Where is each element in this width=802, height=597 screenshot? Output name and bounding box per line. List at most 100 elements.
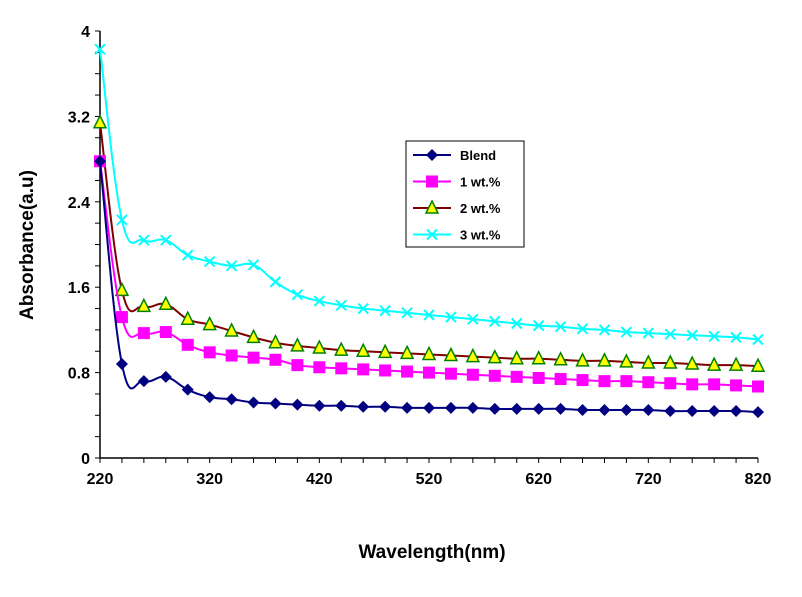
x-tick-label: 320 — [196, 471, 223, 488]
diamond-marker — [510, 402, 523, 415]
triangle-marker — [619, 353, 634, 368]
x-marker — [247, 259, 260, 271]
y-axis-label: Absorbance(a.u) — [17, 170, 38, 320]
x-marker — [620, 326, 633, 338]
square-marker — [664, 377, 677, 390]
triangle-marker — [180, 310, 195, 325]
square-marker — [488, 369, 501, 382]
square-marker — [401, 365, 414, 378]
legend-item: 3 wt.% — [413, 228, 501, 243]
x-marker — [511, 317, 523, 330]
x-tick-label: 220 — [87, 471, 114, 488]
diamond-marker — [335, 399, 348, 412]
square-marker — [115, 311, 128, 324]
diamond-marker — [642, 403, 655, 416]
square-marker — [444, 367, 457, 380]
x-marker — [664, 328, 676, 340]
square-marker — [357, 363, 370, 376]
series-blend — [94, 155, 764, 419]
x-marker — [138, 234, 150, 246]
diamond-marker — [576, 403, 589, 416]
x-marker — [379, 304, 391, 317]
square-marker — [730, 379, 743, 392]
x-marker — [598, 324, 611, 336]
square-marker — [554, 373, 567, 386]
square-marker — [642, 376, 655, 389]
triangle-marker — [421, 345, 437, 361]
triangle-marker — [158, 295, 174, 311]
x-axis-label: Wavelength(nm) — [358, 542, 505, 563]
series-lines — [92, 43, 766, 419]
x-marker — [576, 323, 589, 335]
square-marker — [466, 368, 479, 381]
x-marker — [269, 276, 282, 288]
square-marker — [203, 346, 216, 359]
legend-label: 3 wt.% — [460, 228, 501, 243]
square-marker — [752, 380, 764, 393]
square-marker — [335, 362, 348, 375]
diamond-marker — [466, 401, 479, 414]
x-marker — [532, 319, 545, 332]
square-marker — [598, 375, 611, 388]
y-tick-label: 0 — [81, 451, 90, 468]
diamond-marker — [115, 358, 128, 371]
x-marker — [730, 331, 742, 344]
x-tick-label: 820 — [745, 471, 772, 488]
square-marker — [379, 364, 392, 377]
diamond-marker — [203, 391, 216, 404]
triangle-marker — [246, 328, 261, 344]
diamond-marker — [181, 383, 194, 396]
axes: 0 0.8 1.6 2.4 3.2 4 220 320 420 520 620 720 820 — [68, 24, 772, 488]
legend-item: Blend — [413, 148, 496, 163]
diamond-marker — [730, 405, 743, 418]
triangle-marker — [663, 354, 678, 369]
square-marker — [137, 327, 150, 340]
triangle-marker — [399, 344, 415, 360]
x-marker — [426, 228, 438, 241]
triangle-marker — [377, 343, 393, 359]
x-marker — [642, 327, 655, 339]
diamond-marker — [159, 370, 172, 383]
triangle-marker — [597, 352, 612, 367]
diamond-marker — [664, 405, 677, 418]
x-tick-label: 420 — [306, 471, 333, 488]
diamond-marker — [94, 155, 106, 168]
x-marker — [313, 295, 326, 307]
legend-label: 1 wt.% — [460, 175, 501, 190]
x-tick-label: 520 — [416, 471, 443, 488]
square-marker — [247, 351, 260, 364]
series-2-wt- — [92, 114, 766, 372]
x-marker — [357, 302, 369, 315]
legend-label: 2 wt.% — [460, 201, 501, 216]
series-3-wt- — [94, 43, 764, 346]
x-marker — [445, 311, 457, 323]
triangle-marker — [268, 334, 283, 349]
diamond-marker — [752, 406, 764, 419]
triangle-marker — [487, 348, 503, 364]
diamond-marker — [225, 393, 238, 406]
triangle-marker — [334, 341, 349, 356]
triangle-marker — [355, 342, 371, 357]
diamond-marker — [313, 399, 326, 412]
x-marker — [94, 43, 106, 55]
series-1-wt- — [94, 155, 764, 393]
x-marker — [423, 309, 435, 321]
square-marker — [225, 349, 238, 362]
x-marker — [489, 315, 501, 328]
diamond-marker — [269, 397, 282, 410]
triangle-marker — [136, 297, 152, 313]
triangle-marker — [290, 337, 305, 352]
x-marker — [203, 255, 216, 268]
square-marker — [313, 361, 326, 374]
diamond-marker — [598, 403, 611, 416]
x-tick-label: 620 — [525, 471, 552, 488]
triangle-marker — [443, 346, 459, 362]
x-marker — [467, 313, 479, 325]
square-marker — [426, 175, 438, 188]
diamond-marker — [554, 402, 567, 415]
triangle-marker — [424, 199, 440, 214]
square-marker — [423, 366, 435, 379]
diamond-marker — [444, 401, 457, 414]
triangle-marker — [202, 315, 217, 331]
